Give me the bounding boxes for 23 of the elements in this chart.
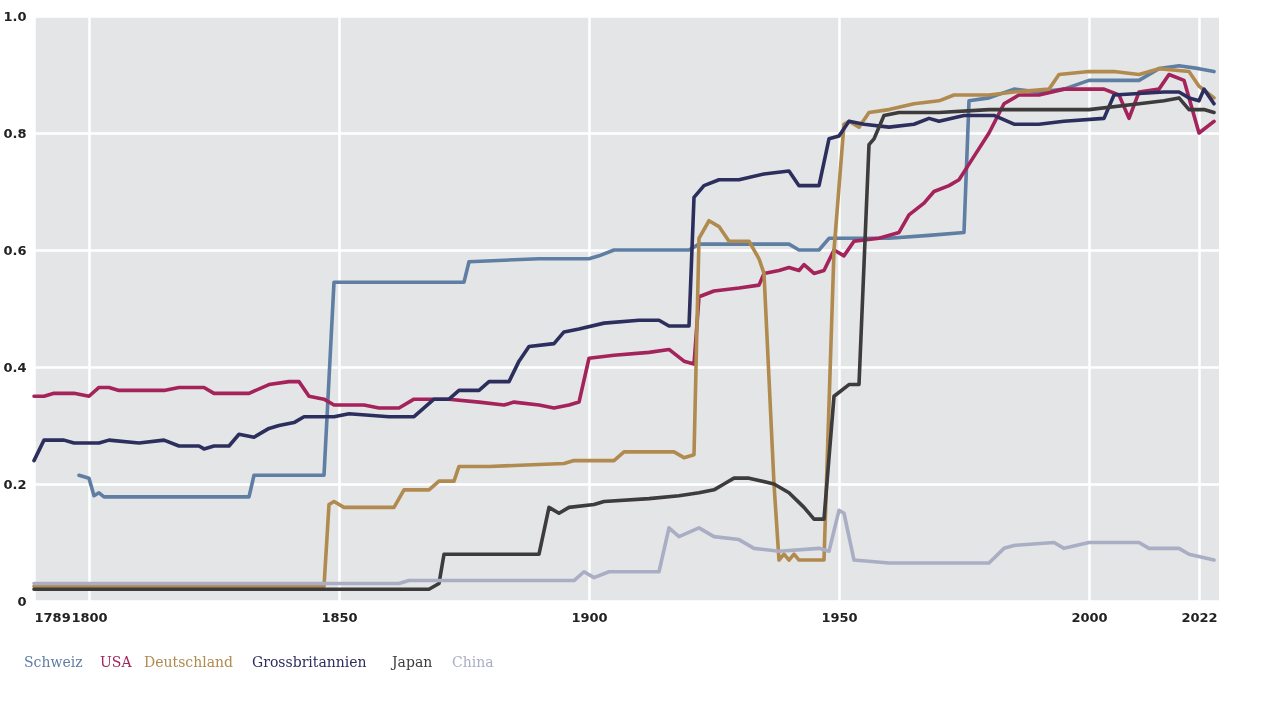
- text: Grossbritannien: [252, 654, 367, 670]
- x-tick-label: 2022: [1181, 609, 1218, 625]
- line-series: [32, 72, 1216, 410]
- line-series: [32, 508, 1216, 586]
- x-tick-label: 1850: [321, 609, 358, 625]
- y-tick-label: 0.6: [3, 242, 27, 258]
- text: Schweiz: [24, 654, 83, 670]
- x-tick-label: 1900: [571, 609, 608, 625]
- text: Japan: [390, 654, 433, 670]
- x-tick-label: 2000: [1071, 609, 1108, 625]
- y-tick-label: 0.2: [3, 476, 27, 492]
- y-tick-label: 1.0: [3, 8, 27, 24]
- x-tick-label: 1950: [821, 609, 858, 625]
- x-tick-label: 1800: [71, 609, 108, 625]
- y-tick-label: 0.8: [3, 125, 27, 141]
- text: Deutschland: [144, 654, 234, 670]
- y-tick-label: 0.4: [3, 359, 27, 375]
- text: China: [452, 654, 494, 670]
- text: USA: [100, 654, 133, 670]
- line-series: [77, 63, 1216, 499]
- y-tick-label: 0: [17, 593, 27, 609]
- line-series: [32, 87, 1216, 463]
- x-tick-label: 1789: [34, 609, 71, 625]
